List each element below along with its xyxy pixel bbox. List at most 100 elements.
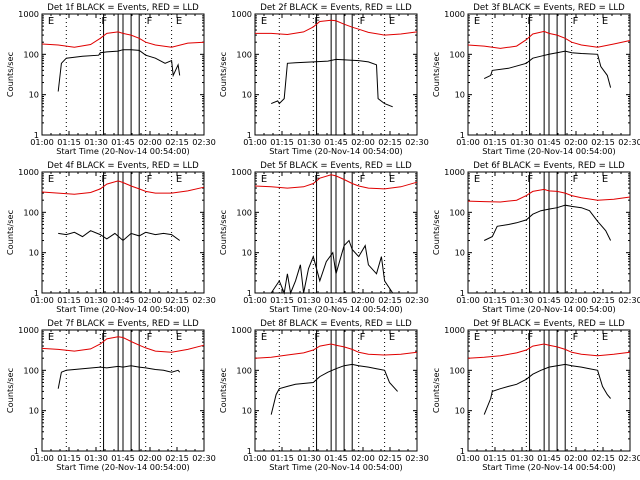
panel-title: Det 7f BLACK = Events, RED = LLD (47, 319, 199, 329)
y-tick-label: 100 (449, 49, 465, 59)
x-tick-label: 02:15 (591, 295, 615, 305)
x-tick-label: 01:45 (111, 453, 135, 463)
panel-7: Det 7f BLACK = Events, RED = LLD 1 10 100 10… (5, 319, 216, 472)
x-tick-label: 01:15 (483, 295, 507, 305)
x-tick-label: 01:45 (537, 453, 561, 463)
lld-series-line (41, 336, 205, 353)
panel-2: Det 2f BLACK = Events, RED = LLD 1 10 100 10… (218, 3, 429, 156)
interval-marker-label: E (389, 174, 395, 185)
interval-marker-label: E (474, 174, 480, 185)
y-tick-label: 1 (247, 288, 252, 298)
lld-series-line (467, 188, 631, 203)
x-tick-label: 02:30 (618, 137, 640, 147)
panel-9: Det 9f BLACK = Events, RED = LLD 1 10 100 10… (431, 319, 640, 472)
x-tick-label: 01:30 (84, 295, 108, 305)
y-tick-label: 1000 (231, 325, 252, 335)
y-tick-label: 10 (455, 406, 465, 416)
interval-marker-label: E (261, 332, 267, 343)
interval-marker-label: E (176, 332, 182, 343)
y-tick-label: 1 (247, 130, 252, 140)
x-tick-label: 02:15 (165, 453, 189, 463)
x-tick-label: 01:15 (57, 137, 81, 147)
x-tick-label: 01:30 (510, 295, 534, 305)
y-tick-label: 1000 (231, 167, 252, 177)
interval-marker-label: F (101, 332, 107, 343)
x-tick-label: 01:00 (243, 453, 267, 463)
y-tick-label: 100 (236, 365, 252, 375)
interval-marker-label: E (602, 16, 608, 27)
interval-marker-label: E (602, 174, 608, 185)
y-tick-label: 1 (34, 288, 39, 298)
interval-marker-label: E (261, 16, 267, 27)
x-tick-label: 02:30 (618, 453, 640, 463)
x-tick-label: 01:00 (30, 453, 54, 463)
panel-5: Det 5f BLACK = Events, RED = LLD 1 10 100 10… (218, 161, 429, 314)
x-tick-label: 01:30 (297, 137, 321, 147)
y-tick-label: 1 (34, 446, 39, 456)
events-series-line (270, 363, 398, 415)
panel-3: Det 3f BLACK = Events, RED = LLD 1 10 100 10… (431, 3, 640, 156)
y-tick-label: 100 (236, 207, 252, 217)
x-tick-label: 02:15 (378, 137, 402, 147)
lld-series-line (254, 343, 418, 359)
x-tick-label: 01:15 (483, 453, 507, 463)
y-tick-label: 100 (23, 49, 39, 59)
interval-marker-label: F (314, 174, 320, 185)
x-tick-label: 01:00 (456, 295, 480, 305)
x-tick-label: 02:30 (192, 295, 216, 305)
events-series-line (57, 365, 181, 389)
lld-series-line (467, 30, 631, 49)
x-tick-label: 01:45 (324, 137, 348, 147)
interval-marker-label: E (474, 16, 480, 27)
y-tick-label: 1 (34, 130, 39, 140)
interval-marker-label: E (261, 174, 267, 185)
y-axis-label: Counts/sec (431, 52, 441, 97)
panel-title: Det 5f BLACK = Events, RED = LLD (260, 161, 412, 171)
y-tick-label: 1000 (444, 325, 465, 335)
x-tick-label: 02:15 (165, 295, 189, 305)
interval-marker-label: F (527, 16, 533, 27)
x-tick-label: 01:30 (84, 137, 108, 147)
events-series-line (483, 204, 612, 241)
interval-marker-label: F (573, 16, 579, 27)
x-tick-label: 02:30 (405, 295, 429, 305)
x-tick-label: 02:30 (405, 453, 429, 463)
y-tick-label: 10 (455, 90, 465, 100)
events-series-line (57, 49, 181, 92)
x-tick-label: 01:00 (30, 295, 54, 305)
panel-8: Det 8f BLACK = Events, RED = LLD 1 10 100 10… (218, 319, 429, 472)
panel-4: Det 4f BLACK = Events, RED = LLD 1 10 100 10… (5, 161, 216, 314)
events-series-line (483, 363, 611, 415)
y-tick-label: 10 (29, 406, 39, 416)
interval-marker-label: F (314, 16, 320, 27)
events-series-line (271, 58, 393, 108)
y-tick-label: 1000 (444, 9, 465, 19)
interval-marker-label: F (101, 174, 107, 185)
interval-marker-label: E (389, 16, 395, 27)
x-tick-label: 01:15 (483, 137, 507, 147)
y-axis-label: Counts/sec (5, 210, 15, 255)
interval-marker-label: F (147, 174, 153, 185)
y-tick-label: 100 (449, 365, 465, 375)
panel-title: Det 8f BLACK = Events, RED = LLD (260, 319, 412, 329)
y-tick-label: 10 (242, 248, 252, 258)
y-tick-label: 100 (236, 49, 252, 59)
x-tick-label: 01:15 (57, 453, 81, 463)
lld-series-line (41, 31, 205, 48)
events-series-line (58, 230, 180, 242)
y-tick-label: 10 (455, 248, 465, 258)
interval-marker-label: E (602, 332, 608, 343)
interval-marker-label: F (147, 332, 153, 343)
interval-marker-label: E (474, 332, 480, 343)
x-tick-label: 01:45 (537, 137, 561, 147)
x-tick-label: 01:30 (84, 453, 108, 463)
x-tick-label: 01:00 (456, 453, 480, 463)
x-tick-label: 01:00 (456, 137, 480, 147)
interval-marker-label: E (48, 332, 54, 343)
y-tick-label: 1 (460, 446, 465, 456)
y-axis-label: Counts/sec (218, 52, 228, 97)
interval-marker-label: F (360, 16, 366, 27)
y-axis-label: Counts/sec (431, 210, 441, 255)
x-tick-label: 01:30 (510, 453, 534, 463)
